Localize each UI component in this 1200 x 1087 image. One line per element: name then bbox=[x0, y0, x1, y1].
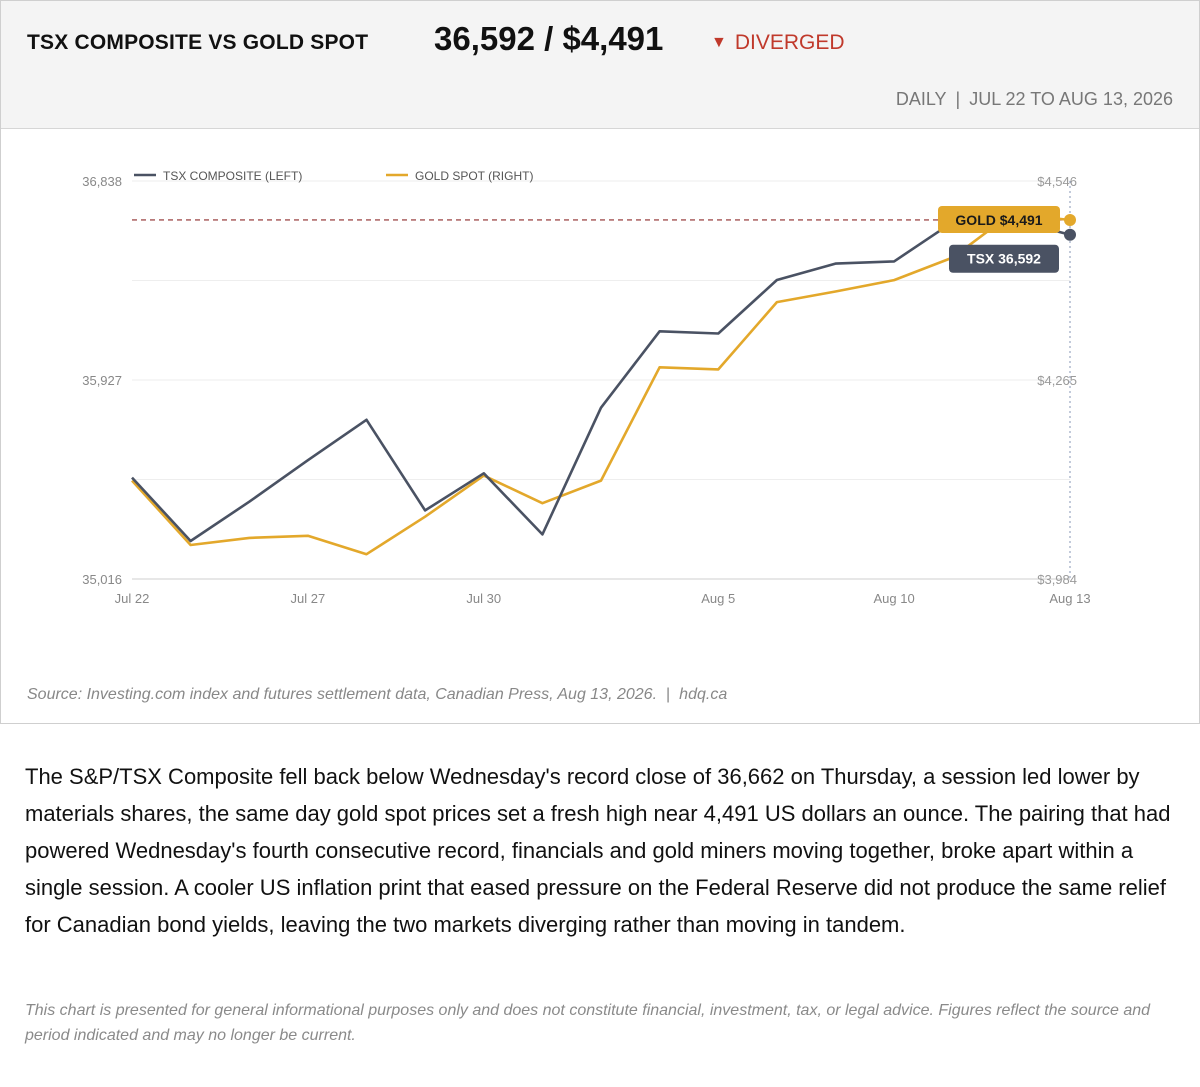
series-lines bbox=[131, 212, 1076, 556]
left-tick-label: 35,927 bbox=[82, 373, 122, 388]
source-note: Source: Investing.com index and futures … bbox=[27, 686, 727, 704]
triangle-down-icon: ▼ bbox=[711, 34, 727, 51]
gold-end-point bbox=[1064, 213, 1076, 226]
chart-axes: 35,016 35,927 36,838 $3,984 $4,265 $4,546 Jul … bbox=[82, 174, 1090, 606]
article-paragraph: The S&P/TSX Composite fell back below We… bbox=[25, 764, 1171, 937]
legend-label-tsx: TSX COMPOSITE (LEFT) bbox=[163, 169, 302, 183]
left-tick-label: 35,016 bbox=[82, 572, 122, 587]
chart-subhead: DAILY | JUL 22 TO AUG 13, 2026 bbox=[896, 89, 1173, 110]
source-text: Source: Investing.com index and futures … bbox=[27, 686, 658, 703]
tsx-end-label: TSX 36,592 bbox=[967, 251, 1041, 267]
x-tick-label: Jul 27 bbox=[291, 591, 326, 606]
x-tick-label: Jul 22 bbox=[115, 591, 150, 606]
chart-header: TSX COMPOSITE VS GOLD SPOT 36,592 / $4,4… bbox=[1, 1, 1199, 129]
x-tick-label: Jul 30 bbox=[466, 591, 501, 606]
chart-grid bbox=[132, 180, 1070, 580]
end-labels: GOLD $4,491 TSX 36,592 bbox=[938, 205, 1060, 273]
frequency-label: DAILY bbox=[895, 89, 947, 109]
x-tick-label: Aug 5 bbox=[701, 591, 735, 606]
tsx-end-label-box bbox=[949, 244, 1059, 273]
x-tick-label: Aug 10 bbox=[874, 591, 915, 606]
status-badge: ▼ DIVERGED bbox=[711, 31, 845, 55]
period-label: JUL 22 TO AUG 13, 2026 bbox=[969, 89, 1173, 109]
chart-card: TSX COMPOSITE VS GOLD SPOT 36,592 / $4,4… bbox=[0, 0, 1200, 724]
headline-value: 36,592 / $4,491 bbox=[434, 20, 664, 57]
gold-end-label: GOLD $4,491 bbox=[955, 212, 1042, 228]
legend-label-gold: GOLD SPOT (RIGHT) bbox=[415, 169, 533, 183]
gold-end-label-box bbox=[938, 205, 1060, 233]
source-separator: | bbox=[666, 686, 671, 703]
subhead-separator: | bbox=[955, 89, 961, 109]
tsx-series-line bbox=[131, 218, 1071, 543]
status-text: DIVERGED bbox=[734, 31, 845, 54]
line-chart: 35,016 35,927 36,838 $3,984 $4,265 $4,546 Jul … bbox=[82, 169, 1090, 606]
x-tick-label: Aug 13 bbox=[1049, 591, 1090, 606]
source-site[interactable]: hdq.ca bbox=[679, 686, 728, 703]
tsx-end-point bbox=[1064, 228, 1076, 241]
disclaimer-text: This chart is presented for general info… bbox=[25, 1002, 1151, 1044]
chart-title: TSX COMPOSITE VS GOLD SPOT bbox=[27, 31, 369, 54]
right-tick-label: $4,265 bbox=[1037, 373, 1077, 388]
right-tick-label: $4,546 bbox=[1037, 174, 1077, 189]
gold-series-line bbox=[131, 212, 1071, 556]
left-tick-label: 36,838 bbox=[82, 174, 122, 189]
right-tick-label: $3,984 bbox=[1037, 572, 1077, 587]
chart-legend: TSX COMPOSITE (LEFT) GOLD SPOT (RIGHT) bbox=[134, 169, 533, 183]
